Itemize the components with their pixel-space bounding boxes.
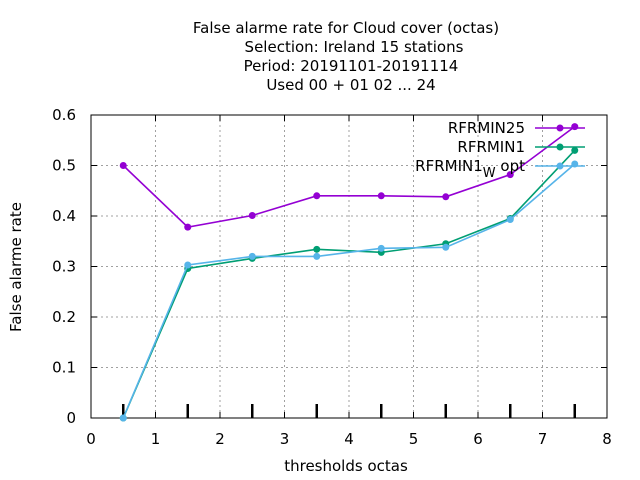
y-tick-label: 0 <box>66 409 76 427</box>
data-point <box>184 223 192 231</box>
x-tick-label: 2 <box>215 430 225 448</box>
data-point <box>571 146 579 154</box>
y-axis-label: False alarme rate <box>7 202 25 332</box>
data-point <box>119 162 127 169</box>
legend-entry-1: RFRMIN1 <box>457 138 585 156</box>
plot-border <box>90 114 608 419</box>
data-point <box>442 193 450 201</box>
data-point <box>506 216 514 224</box>
x-tick-label: 1 <box>151 430 161 448</box>
series-layer <box>119 123 579 422</box>
data-point <box>571 123 579 131</box>
title-line-3: Period: 20191101-20191114 <box>244 57 459 75</box>
legend-label: RFRMIN1W opt <box>415 157 525 181</box>
data-point <box>313 252 321 260</box>
series-0 <box>119 123 579 231</box>
x-tick-label: 8 <box>602 430 612 448</box>
series-line <box>122 149 576 419</box>
legend-entry-2: RFRMIN1W opt <box>415 157 585 181</box>
title-line-1: False alarme rate for Cloud cover (octas… <box>193 19 499 37</box>
data-point <box>442 243 450 251</box>
legend-swatch-point <box>556 143 564 151</box>
data-point <box>184 261 192 269</box>
legend-swatch-point <box>556 124 564 132</box>
data-point <box>313 192 321 200</box>
series-line <box>122 163 576 419</box>
x-tick-label: 4 <box>344 430 354 448</box>
data-point <box>248 252 256 260</box>
x-axis-label: thresholds octas <box>284 457 408 475</box>
legend-label: RFRMIN1 <box>457 138 525 156</box>
series-line <box>122 125 576 228</box>
y-tick-label: 0.5 <box>52 157 76 175</box>
y-tick-label: 0.6 <box>52 106 76 124</box>
x-tick-label: 7 <box>538 430 548 448</box>
x-tick-label: 5 <box>409 430 419 448</box>
y-tick-label: 0.2 <box>52 308 76 326</box>
data-point <box>119 414 127 422</box>
chart-title: False alarme rate for Cloud cover (octas… <box>193 19 499 94</box>
tick-labels: 0 0.1 0.2 0.3 0.4 0.5 0.6 0 1 2 3 4 5 6 7 8 <box>52 106 612 448</box>
y-tick-label: 0.4 <box>52 207 76 225</box>
legend-entry-0: RFRMIN25 <box>448 119 585 137</box>
data-point <box>377 244 385 252</box>
title-line-2: Selection: Ireland 15 stations <box>245 38 464 56</box>
data-point <box>377 192 385 200</box>
title-line-4: Used 00 + 01 02 ... 24 <box>266 76 435 94</box>
y-tick-label: 0.1 <box>52 359 76 377</box>
legend-swatch-point <box>556 162 564 170</box>
x-tick-label: 0 <box>86 430 96 448</box>
x-tick-label: 3 <box>280 430 290 448</box>
data-point <box>248 211 256 219</box>
data-point <box>313 245 321 253</box>
legend-label: RFRMIN25 <box>448 119 525 137</box>
data-point <box>506 171 514 179</box>
y-tick-label: 0.3 <box>52 258 76 276</box>
x-tick-label: 6 <box>473 430 483 448</box>
